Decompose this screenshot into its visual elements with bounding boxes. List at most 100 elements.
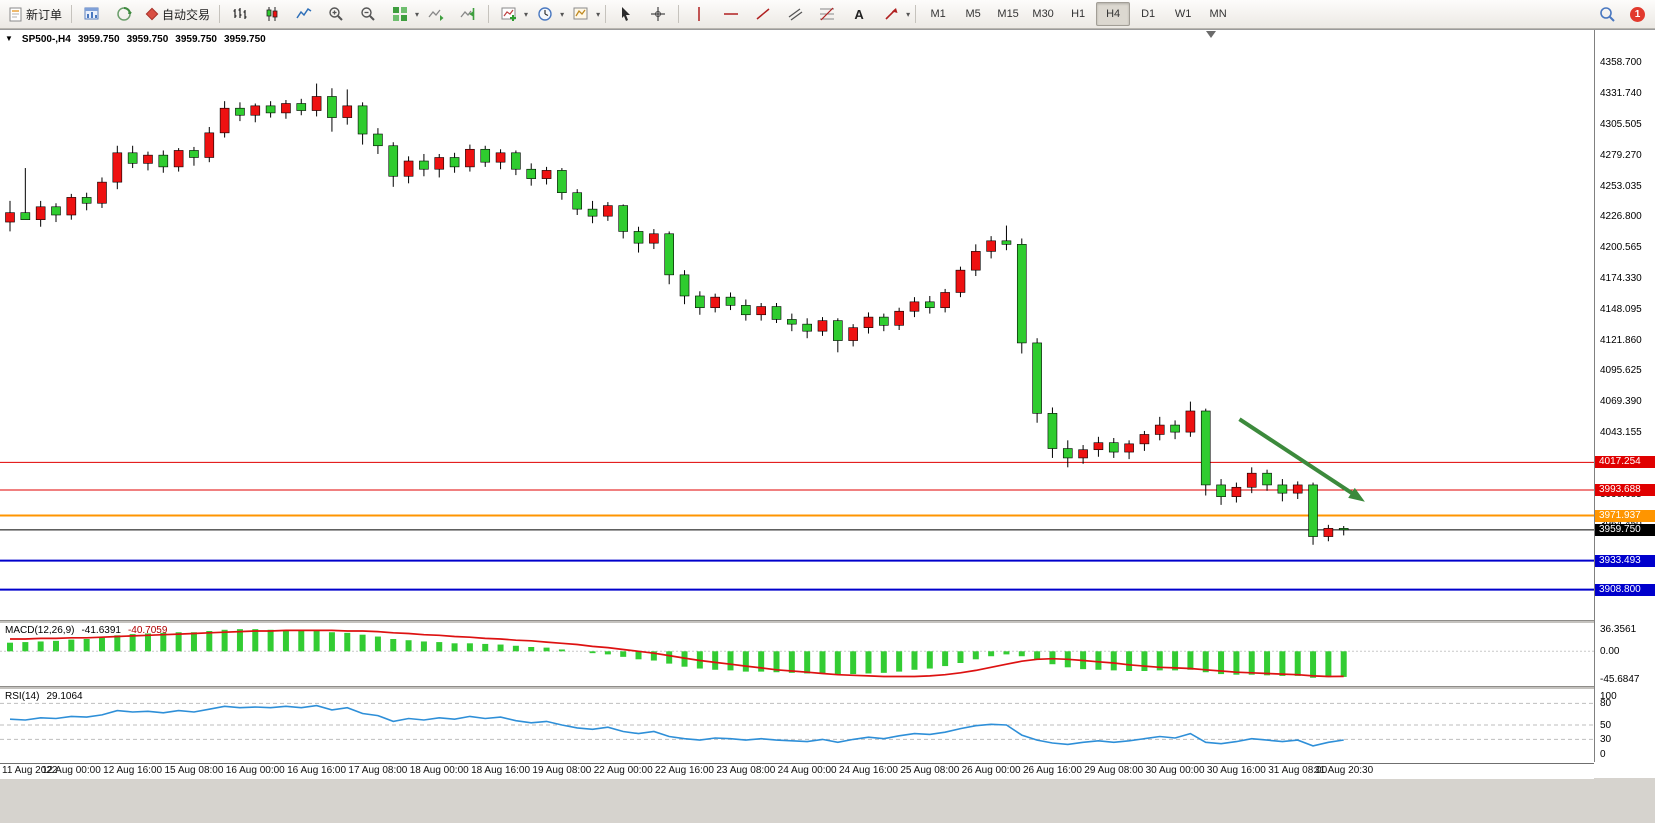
timeframe-button-h1[interactable]: H1 — [1071, 8, 1086, 20]
text-label-button[interactable]: A — [854, 6, 864, 22]
profiles-icon — [117, 7, 133, 21]
main-toolbar: 新订单 自动交易 — [0, 0, 1655, 29]
ohlc-close: 3959.750 — [224, 34, 266, 45]
clock-icon — [538, 7, 552, 21]
rsi-scale-label: 80 — [1600, 698, 1612, 710]
time-axis-label: 22 Aug 00:00 — [593, 765, 653, 776]
time-axis-label: 30 Aug 00:00 — [1145, 765, 1205, 776]
panel-splitter[interactable] — [0, 620, 1655, 623]
price-tick: 4226.800 — [1600, 211, 1642, 223]
templates-caret[interactable]: ▾ — [596, 9, 601, 19]
timeframe-button-mn[interactable]: MN — [1209, 8, 1227, 20]
price-tick: 4069.390 — [1600, 396, 1642, 408]
panel-splitter[interactable] — [0, 686, 1655, 689]
search-button[interactable] — [1592, 2, 1622, 26]
toolbar-separator — [488, 5, 490, 23]
tile-windows-button[interactable] — [385, 2, 415, 26]
time-axis-label: 26 Aug 16:00 — [1022, 765, 1082, 776]
price-tick: 4043.155 — [1600, 426, 1642, 438]
timeframe-button-w1[interactable]: W1 — [1174, 8, 1192, 20]
price-tick: 4305.505 — [1600, 119, 1642, 131]
timeframe-button-d1[interactable]: D1 — [1141, 8, 1156, 20]
indicators-caret[interactable]: ▾ — [524, 9, 529, 19]
timeframe-button-m1[interactable]: M1 — [930, 8, 946, 20]
price-badge: 3971.937 — [1595, 509, 1655, 522]
tile-windows-icon — [393, 7, 408, 21]
notification-badge[interactable]: 1 — [1630, 6, 1645, 22]
auto-trading-icon — [145, 7, 159, 21]
new-order-button[interactable]: 新订单 — [4, 2, 66, 26]
time-axis-label: 11 Aug 2022 — [2, 765, 58, 776]
chart-shift-marker[interactable] — [1206, 31, 1216, 38]
time-axis-label: 12 Aug 00:00 — [41, 765, 101, 776]
auto-trading-label: 自动交易 — [162, 7, 211, 22]
zoom-in-button[interactable] — [321, 2, 351, 26]
arrow-objects-caret[interactable]: ▾ — [906, 9, 911, 19]
new-order-icon — [9, 7, 22, 21]
price-badge: 3993.688 — [1595, 483, 1655, 496]
timeframe-button-m15[interactable]: M15 — [997, 8, 1019, 20]
time-axis-label: 18 Aug 00:00 — [409, 765, 469, 776]
arrow-objects-button[interactable] — [876, 2, 906, 26]
time-axis-label: 31 Aug 20:30 — [1314, 765, 1374, 776]
auto-trading-button[interactable]: 自动交易 — [141, 2, 214, 26]
macd-header: MACD(12,26,9) -41.6391 -40.7059 — [5, 625, 167, 636]
tile-windows-caret[interactable]: ▾ — [415, 9, 420, 19]
toolbar-separator — [219, 5, 221, 23]
charts-list-button[interactable] — [77, 2, 107, 26]
price-tick: 4279.270 — [1600, 149, 1642, 161]
chart-window: ▼ SP500-,H4 3959.750 3959.750 3959.750 3… — [0, 29, 1655, 779]
indicators-button[interactable] — [494, 2, 524, 26]
symbol-period-label: SP500-,H4 — [21, 34, 71, 45]
zoom-out-icon — [361, 7, 375, 21]
periods-button[interactable] — [530, 2, 560, 26]
fibonacci-button[interactable] — [812, 2, 842, 26]
trendline-button[interactable] — [748, 2, 778, 26]
bar-chart-button[interactable] — [225, 2, 255, 26]
price-tick: 4095.625 — [1600, 365, 1642, 377]
timeframe-button-m5[interactable]: M5 — [965, 8, 981, 20]
rsi-scale-label: 30 — [1600, 734, 1612, 746]
price-scale[interactable]: 4358.700 4331.740 4305.505 4279.270 4253.035… — [1594, 30, 1655, 762]
macd-scale-label: -45.6847 — [1600, 674, 1640, 686]
toolbar-separator — [71, 5, 73, 23]
auto-scroll-icon — [428, 9, 444, 21]
cursor-icon — [622, 7, 631, 21]
vertical-line-button[interactable] — [684, 2, 714, 26]
price-badge: 3959.750 — [1595, 523, 1655, 536]
horizontal-line-button[interactable] — [716, 2, 746, 26]
candlestick-chart-button[interactable] — [257, 2, 287, 26]
chart-header: ▼ SP500-,H4 3959.750 3959.750 3959.750 3… — [5, 34, 266, 45]
rsi-scale-label: 50 — [1600, 720, 1612, 731]
line-chart-button[interactable] — [289, 2, 319, 26]
timeframe-button-m30[interactable]: M30 — [1032, 8, 1054, 20]
zoom-out-button[interactable] — [353, 2, 383, 26]
cursor-button[interactable] — [611, 2, 641, 26]
bar-chart-icon — [233, 8, 247, 19]
auto-scroll-button[interactable] — [421, 2, 451, 26]
profiles-button[interactable] — [109, 2, 139, 26]
timeframe-button-h4[interactable]: H4 — [1096, 2, 1131, 26]
time-axis-label: 15 Aug 08:00 — [164, 765, 224, 776]
collapse-window-icon[interactable]: ▼ — [5, 34, 13, 43]
time-axis-label: 30 Aug 16:00 — [1206, 765, 1266, 776]
price-tick: 4174.330 — [1600, 272, 1642, 284]
templates-button[interactable] — [566, 2, 596, 26]
time-axis-label: 16 Aug 00:00 — [225, 765, 285, 776]
time-axis[interactable]: 11 Aug 2022 12 Aug 00:00 12 Aug 16:00 15 Au… — [0, 763, 1594, 779]
macd-scale-label: 36.3561 — [1600, 624, 1637, 635]
equidistant-channel-button[interactable] — [780, 2, 810, 26]
macd-label: MACD(12,26,9) — [5, 625, 75, 636]
ohlc-high: 3959.750 — [126, 34, 169, 45]
rsi-label: RSI(14) — [5, 691, 40, 702]
time-axis-label: 16 Aug 16:00 — [287, 765, 347, 776]
macd-value-2: -40.7059 — [127, 625, 168, 636]
chart-shift-button[interactable] — [453, 2, 483, 26]
chart-window-icon — [84, 7, 99, 20]
crosshair-button[interactable] — [643, 2, 673, 26]
line-chart-icon — [296, 7, 312, 19]
crosshair-icon — [651, 7, 666, 21]
chart-canvas[interactable] — [0, 30, 1594, 762]
periods-caret[interactable]: ▾ — [560, 9, 565, 19]
